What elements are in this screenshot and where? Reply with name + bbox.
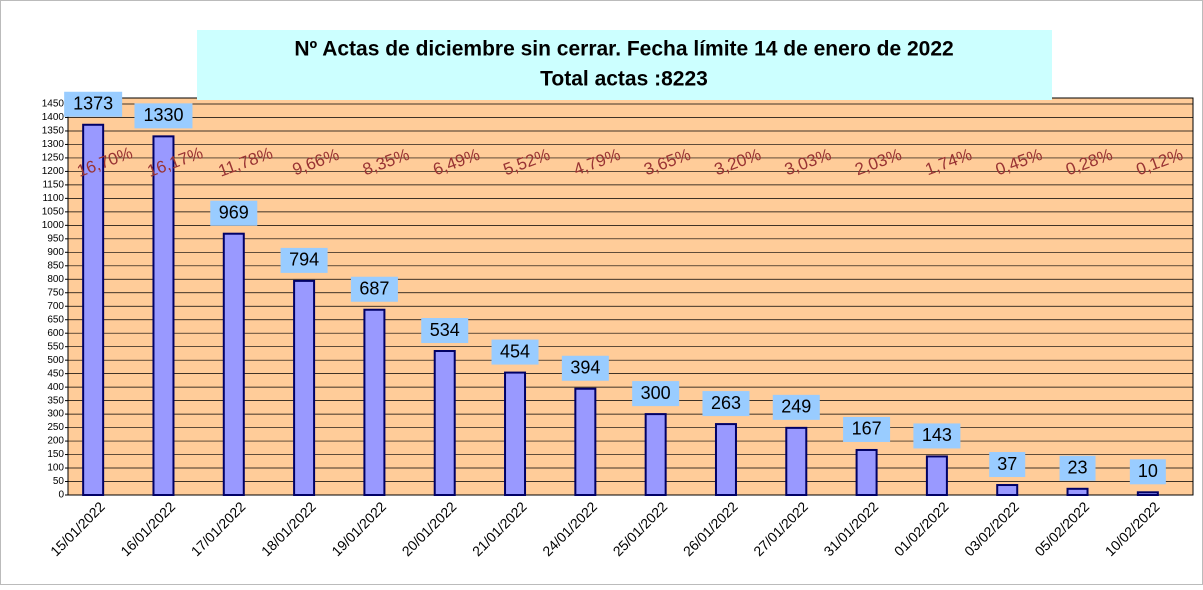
bar [644,413,667,497]
value-label-box [913,423,961,449]
value-label-box [421,318,469,344]
y-tick-label: 150 [47,449,64,460]
y-tick-label: 0 [58,490,64,501]
bar [714,423,737,496]
y-tick-label: 200 [47,436,64,447]
y-tick-label: 900 [47,247,64,258]
y-tick-label: 1050 [42,207,65,218]
y-tick-label: 1400 [42,112,65,123]
y-tick-label: 550 [47,341,64,352]
y-tick-label: 850 [47,260,64,271]
y-tick-label: 950 [47,233,64,244]
bar [855,448,878,497]
y-tick-label: 300 [47,409,64,420]
value-label: 1330 [143,105,183,125]
bar [222,232,245,496]
y-tick-label: 1450 [42,99,65,110]
bar [152,135,175,497]
value-label-box [561,355,609,381]
chart-subtitle: Total actas :8223 [540,68,708,91]
y-tick-label: 100 [47,463,64,474]
plot-area [67,97,1194,496]
value-label: 534 [430,320,460,340]
y-tick-label: 700 [47,301,64,312]
value-label-box [772,394,820,420]
bar [433,350,456,497]
y-tick-label: 600 [47,328,64,339]
value-label-box [1129,459,1166,485]
value-label: 394 [570,358,600,378]
value-label: 249 [781,397,811,417]
value-label-box [632,381,680,407]
value-label: 1373 [73,94,113,114]
bar [574,387,597,496]
bar [293,279,316,496]
bar [363,308,386,496]
value-label: 454 [500,341,530,361]
bar [925,455,948,496]
y-tick-label: 500 [47,355,64,366]
y-tick-label: 1200 [42,166,65,177]
value-label-box [134,103,193,129]
value-label: 167 [852,419,882,439]
bar [785,426,808,496]
value-label-box [280,247,328,273]
value-label: 300 [641,383,671,403]
value-label-box [210,200,258,226]
y-tick-label: 1350 [42,126,65,137]
bar [996,484,1019,497]
value-label-box [350,276,398,302]
bar [504,371,527,496]
y-tick-label: 1250 [42,153,65,164]
bar [1066,487,1089,497]
y-tick-label: 350 [47,395,64,406]
bar [82,123,105,496]
value-label: 687 [359,278,389,298]
title-box [197,30,1052,100]
value-label-box [843,416,891,442]
value-label-box [1059,455,1096,481]
y-tick-label: 250 [47,422,64,433]
value-label: 37 [997,454,1017,474]
value-label: 263 [711,393,741,413]
y-tick-label: 50 [53,476,65,487]
value-label: 143 [922,425,952,445]
bar [1136,491,1159,496]
value-label-box [64,91,123,117]
value-label-box [702,391,750,417]
value-label: 10 [1138,461,1158,481]
y-tick-label: 450 [47,368,64,379]
y-tick-label: 1000 [42,220,65,231]
value-label: 23 [1068,458,1088,478]
y-tick-label: 750 [47,287,64,298]
y-tick-label: 400 [47,382,64,393]
value-label-box [491,339,539,365]
y-tick-label: 1300 [42,139,65,150]
value-label: 969 [219,202,249,222]
value-label: 794 [289,250,319,270]
y-tick-label: 1100 [42,193,64,204]
y-tick-label: 650 [47,314,64,325]
y-tick-label: 1150 [42,180,64,191]
chart-title: Nº Actas de diciembre sin cerrar. Fecha … [294,38,953,61]
value-label-box [989,452,1026,478]
y-tick-label: 800 [47,274,64,285]
